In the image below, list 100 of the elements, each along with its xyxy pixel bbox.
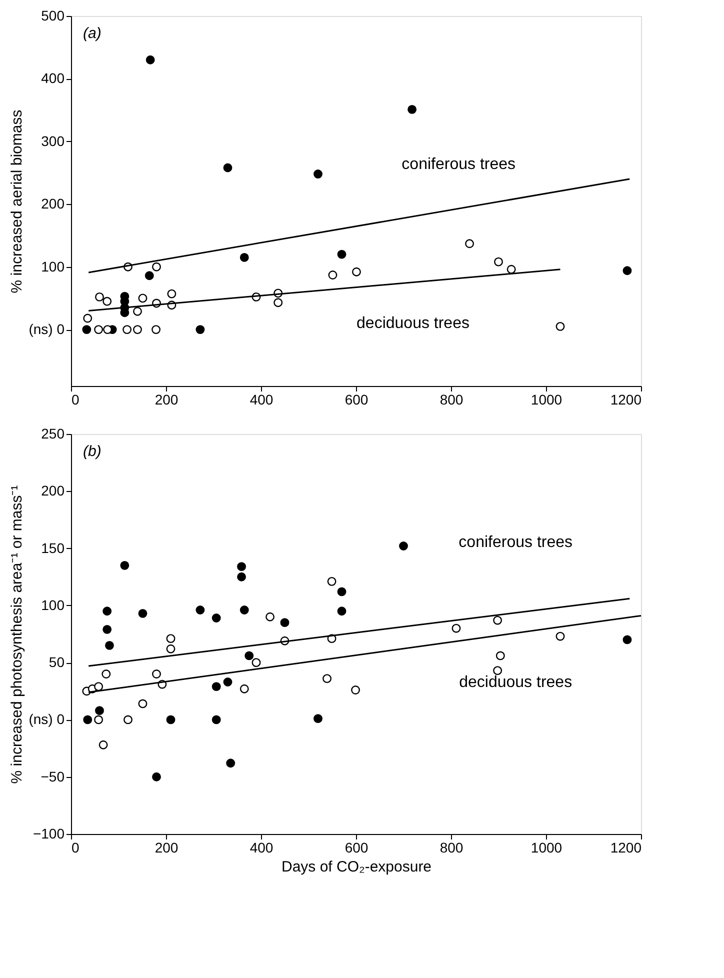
x-tick-label: 0 (72, 392, 80, 408)
point (124, 715, 132, 724)
point (83, 314, 92, 323)
point (493, 616, 502, 625)
point (237, 572, 246, 582)
point (399, 542, 408, 550)
point (465, 239, 474, 248)
x-tick-label: 400 (250, 840, 274, 856)
point (138, 699, 148, 708)
point (556, 322, 565, 331)
y-tick-label: −50 (40, 768, 65, 784)
point (105, 640, 114, 650)
point (223, 163, 232, 172)
y-tick-label: 200 (41, 482, 65, 499)
y-tick-label: 100 (41, 596, 65, 613)
y-tick-label: (ns) 0 (28, 711, 65, 728)
point (133, 325, 142, 334)
x-tick-label: 800 (440, 840, 464, 856)
point (506, 264, 516, 274)
point (337, 606, 346, 616)
point (226, 758, 236, 768)
x-axis-title: Days of CO₂-exposure (281, 858, 432, 876)
point (102, 624, 112, 634)
point (327, 576, 336, 586)
point (328, 270, 338, 280)
annotation: deciduous trees (356, 315, 470, 332)
y-axis-title: % increased photosynthesis area⁻¹ or mass⁻¹ (8, 485, 26, 784)
point (240, 252, 249, 262)
x-tick-label: 1200 (610, 840, 642, 856)
point (212, 682, 221, 692)
y-tick-label: 500 (41, 8, 65, 24)
point (102, 670, 111, 678)
y-tick-label: 200 (41, 196, 65, 212)
x-tick-label: 1000 (530, 840, 562, 856)
point (408, 104, 417, 114)
point (102, 606, 112, 616)
point (152, 262, 161, 272)
point (94, 715, 104, 724)
point (196, 606, 205, 614)
point (351, 686, 360, 694)
point (82, 325, 92, 334)
point (337, 250, 346, 259)
point (496, 651, 505, 660)
point (98, 740, 108, 750)
point (144, 271, 154, 280)
point (152, 772, 161, 782)
point (237, 562, 246, 572)
point (322, 674, 332, 684)
annotation: (b) (83, 443, 102, 460)
point (196, 325, 205, 334)
point (240, 606, 249, 614)
point (122, 325, 132, 334)
point (622, 266, 632, 276)
y-tick-label: 50 (48, 654, 65, 670)
point (167, 289, 176, 298)
point (83, 715, 92, 724)
point (244, 651, 254, 660)
annotation: coniferous trees (402, 156, 516, 173)
x-tick-label: 1000 (530, 392, 562, 408)
point (152, 670, 161, 678)
y-tick-label: (ns) 0 (28, 321, 65, 338)
point (95, 292, 104, 302)
y-tick-label: 400 (41, 70, 65, 86)
point (166, 634, 176, 644)
annotation: (a) (83, 25, 102, 42)
point (146, 55, 155, 64)
y-tick-label: 100 (41, 258, 65, 274)
point (120, 560, 130, 570)
point (352, 267, 361, 276)
point (102, 296, 112, 306)
x-tick-label: 800 (440, 392, 464, 408)
point (314, 714, 322, 724)
point (166, 715, 176, 724)
point (274, 298, 283, 308)
point (166, 644, 176, 654)
point (212, 715, 221, 724)
point (94, 682, 104, 692)
point (494, 257, 503, 266)
point (314, 170, 322, 178)
point (280, 618, 290, 628)
x-tick-label: 600 (344, 392, 368, 408)
point (94, 325, 104, 334)
point (266, 612, 274, 622)
point (622, 635, 632, 644)
x-tick-label: 200 (154, 840, 178, 856)
point (133, 306, 142, 316)
y-tick-label: −100 (32, 826, 65, 842)
y-tick-label: 250 (41, 426, 65, 442)
y-axis-title: % increased aerial biomass (8, 110, 26, 294)
point (452, 624, 461, 633)
point (212, 614, 221, 622)
x-tick-label: 1200 (610, 392, 642, 408)
annotation: deciduous trees (459, 674, 572, 691)
point (138, 608, 148, 618)
y-tick-label: 300 (41, 132, 65, 149)
point (493, 666, 502, 676)
annotation: coniferous trees (458, 534, 573, 551)
x-tick-label: 600 (344, 840, 368, 856)
point (337, 587, 346, 596)
y-tick-label: 150 (41, 540, 65, 556)
